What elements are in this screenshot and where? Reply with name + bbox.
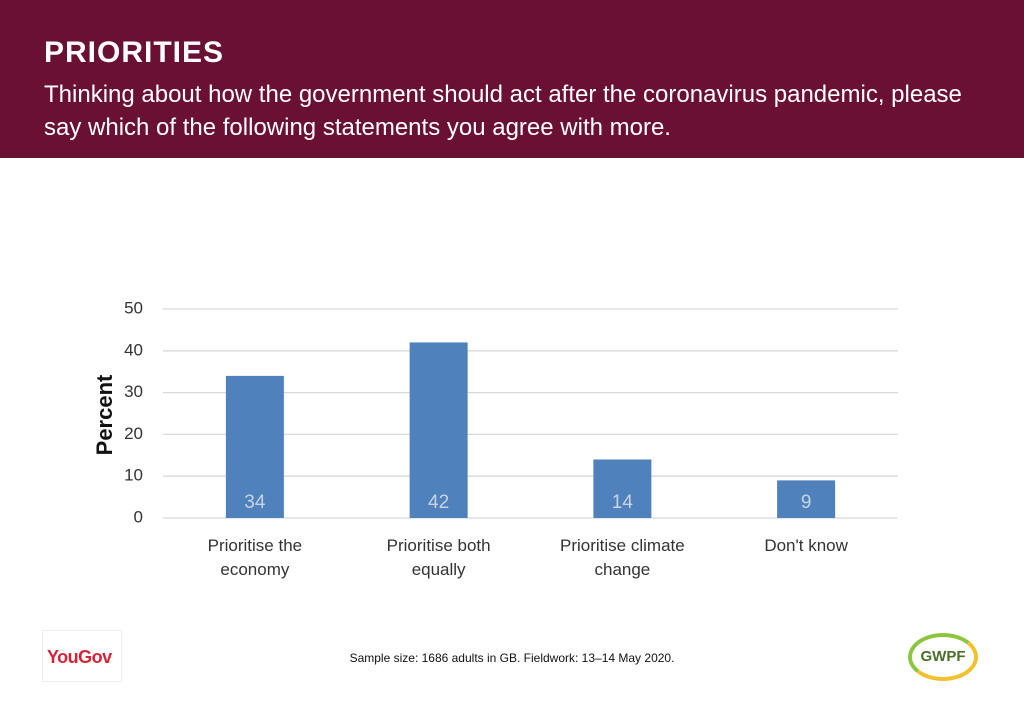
bar xyxy=(777,480,836,518)
y-tick-label: 20 xyxy=(124,424,143,443)
y-axis-label: Percent xyxy=(92,374,117,455)
chart-subtitle: Thinking about how the government should… xyxy=(44,81,962,141)
header xyxy=(0,0,1024,158)
y-tick-label: 30 xyxy=(124,382,143,401)
x-tick-label: Prioritise climate change xyxy=(560,536,685,579)
y-tick-label: 0 xyxy=(134,507,143,526)
chart-title: PRIORITIES xyxy=(44,36,225,69)
bar xyxy=(409,342,468,518)
footnote: Sample size: 1686 adults in GB. Fieldwor… xyxy=(349,651,675,665)
x-tick-label: Don't know xyxy=(764,536,848,555)
y-tick-label: 10 xyxy=(124,466,143,485)
y-tick-label: 40 xyxy=(124,340,143,359)
logo: GWPF xyxy=(908,633,978,681)
x-tick-label: Prioritise both equally xyxy=(386,536,491,579)
y-tick-label: 50 xyxy=(124,298,143,317)
bar xyxy=(225,375,284,518)
logo: YouGov xyxy=(42,630,122,682)
x-tick-label: Prioritise the economy xyxy=(207,536,303,579)
data-label: 42 xyxy=(428,492,449,513)
data-label: 14 xyxy=(612,492,634,513)
bar xyxy=(593,459,652,518)
data-label: 34 xyxy=(244,492,266,513)
data-label: 9 xyxy=(801,492,812,513)
